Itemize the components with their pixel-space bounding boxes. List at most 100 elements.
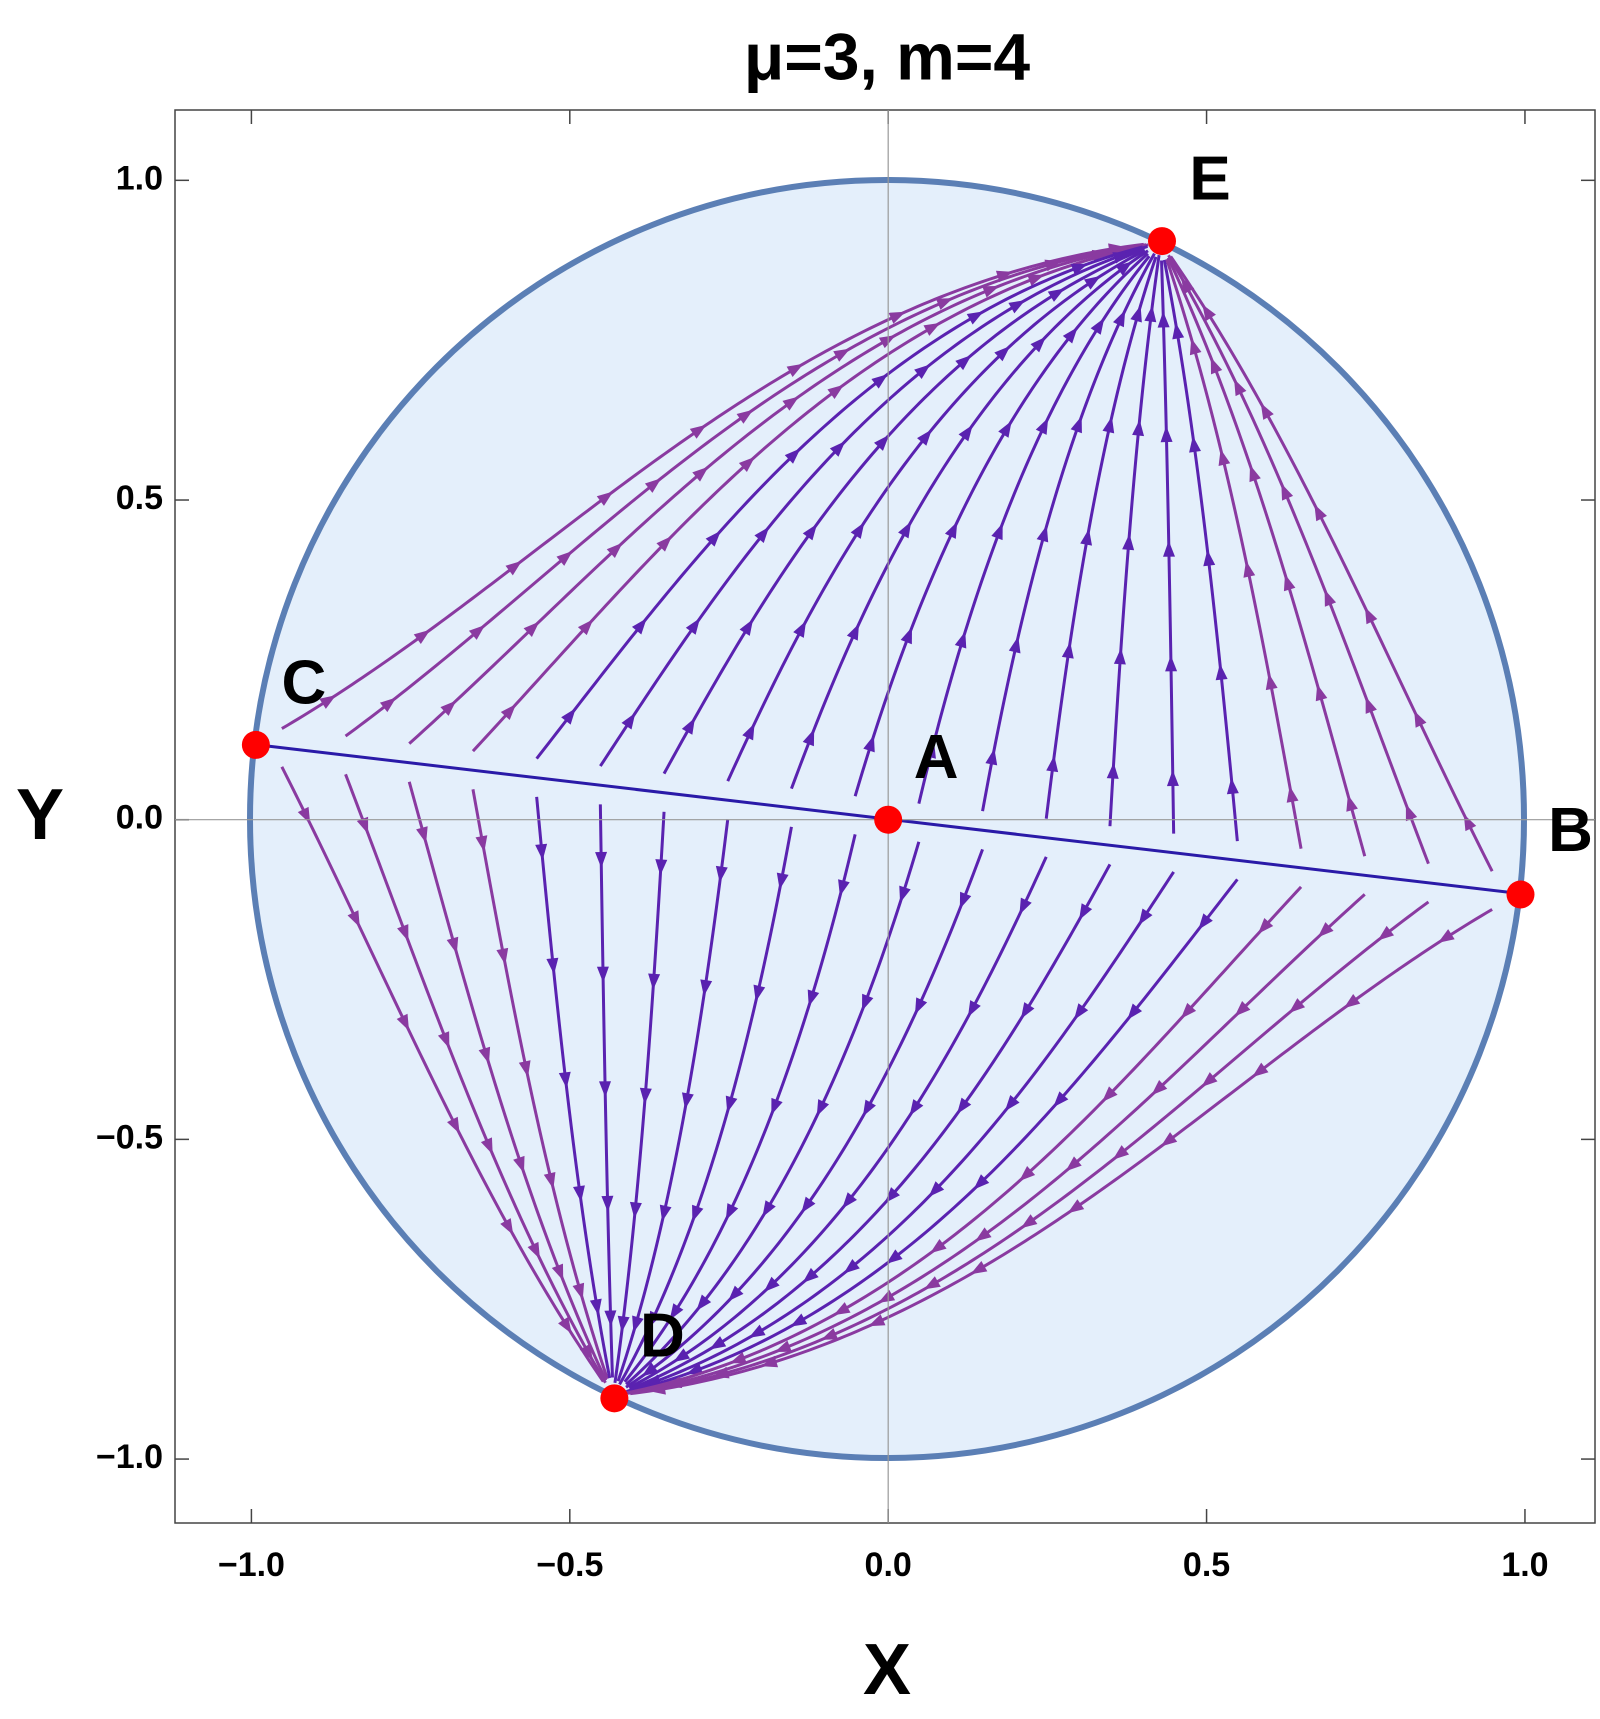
stream-arrow: [475, 835, 488, 853]
stream-arrow: [1160, 1132, 1178, 1147]
stream-arrow: [1343, 993, 1361, 1009]
point-label: A: [914, 723, 959, 792]
stream-arrow: [1138, 908, 1153, 926]
stream-arrow: [821, 1328, 839, 1340]
critical-point: [874, 805, 903, 834]
streamline: [628, 856, 1048, 1389]
point-label: D: [640, 1302, 685, 1371]
stream-arrow: [347, 910, 360, 928]
streamline: [631, 900, 1430, 1395]
stream-arrow: [1243, 560, 1256, 578]
stream-arrow: [527, 1241, 540, 1259]
stream-arrow: [967, 1000, 981, 1018]
stream-arrow: [982, 285, 1000, 298]
stream-arrow: [900, 627, 912, 645]
stream-arrow: [802, 523, 818, 541]
streamline: [280, 766, 605, 1383]
stream-arrow: [572, 1282, 585, 1300]
stream-arrow: [1226, 777, 1239, 795]
stream-arrow: [802, 1267, 819, 1283]
stream-arrow: [1160, 426, 1173, 443]
stream-arrow: [838, 879, 850, 897]
stream-arrow: [1201, 1072, 1218, 1088]
stream-arrow: [413, 629, 431, 645]
stream-arrow: [1163, 540, 1176, 557]
stream-arrow: [802, 729, 815, 747]
stream-arrow: [1286, 785, 1299, 803]
stream-arrow: [888, 311, 906, 324]
stream-arrow: [1112, 1145, 1130, 1160]
streamline: [981, 252, 1156, 812]
stream-arrow: [440, 700, 457, 716]
x-tick-label: 0.5: [1183, 1546, 1230, 1584]
stream-arrow: [656, 536, 672, 552]
stream-arrow: [1252, 1062, 1269, 1078]
stream-arrow: [1210, 357, 1223, 375]
streamline: [344, 243, 1143, 738]
stream-arrow: [1067, 1199, 1085, 1214]
stream-arrow: [914, 364, 931, 380]
stream-arrow: [604, 1310, 617, 1327]
stream-arrow: [1324, 589, 1337, 607]
stream-arrow: [1019, 1166, 1036, 1182]
stream-arrow: [754, 526, 770, 543]
stream-arrow: [639, 1087, 652, 1105]
stream-arrow: [513, 1155, 525, 1173]
stream-arrow: [878, 335, 896, 349]
stream-arrow: [1084, 275, 1101, 290]
stream-arrow: [598, 1081, 611, 1098]
stream-arrow: [685, 618, 700, 635]
separatrix: [886, 817, 1520, 896]
stream-arrow: [1004, 1095, 1020, 1112]
stream-arrow: [535, 843, 548, 861]
stream-arrow: [1215, 663, 1228, 681]
stream-arrow: [1036, 525, 1049, 543]
stream-arrow: [396, 1013, 410, 1031]
stream-arrow: [973, 1174, 990, 1190]
stream-arrow: [966, 311, 984, 325]
stream-arrow: [631, 618, 647, 635]
stream-arrow: [1030, 336, 1046, 353]
stream-arrow: [1181, 277, 1195, 295]
stream-arrow: [1008, 300, 1026, 314]
stream-arrow: [862, 1099, 876, 1117]
stream-arrow: [1202, 304, 1216, 322]
stream-arrow: [596, 491, 614, 506]
stream-arrow: [629, 1201, 642, 1219]
stream-arrow: [1047, 288, 1065, 302]
stream-arrow: [801, 1196, 816, 1214]
stream-arrow: [523, 621, 540, 637]
stream-arrow: [843, 1258, 860, 1274]
stream-arrow: [833, 348, 851, 362]
y-axis-label: Y: [16, 775, 64, 855]
stream-arrow: [577, 619, 594, 636]
x-tick-label: 1.0: [1501, 1546, 1548, 1584]
stream-arrow: [1365, 696, 1377, 714]
stream-arrow: [500, 1218, 514, 1236]
stream-arrow: [774, 1340, 792, 1353]
point-label: E: [1189, 144, 1230, 213]
stream-arrow: [782, 396, 799, 411]
stream-arrow: [1180, 1002, 1197, 1019]
stream-arrow: [505, 560, 522, 576]
stream-arrow: [736, 409, 754, 424]
streamline: [1166, 257, 1367, 857]
stream-arrow: [924, 741, 936, 759]
stream-arrow: [753, 984, 766, 1002]
stream-arrow: [1070, 416, 1082, 434]
stream-arrow: [956, 1097, 972, 1115]
streamline: [625, 848, 984, 1389]
x-axis-label: X: [863, 1630, 911, 1710]
stream-arrow: [1249, 465, 1261, 483]
stream-arrow: [356, 816, 369, 834]
stream-arrow: [1127, 1003, 1143, 1020]
plot-frame: [174, 109, 1596, 1524]
stream-arrow: [1113, 648, 1126, 665]
streamline: [917, 255, 1151, 804]
stream-arrow: [1281, 483, 1294, 501]
stream-arrow: [1065, 1156, 1082, 1172]
x-tick-label: −1.0: [218, 1546, 285, 1584]
stream-arrow: [784, 448, 801, 464]
stream-arrow: [1314, 504, 1327, 522]
streamline: [1167, 254, 1430, 865]
